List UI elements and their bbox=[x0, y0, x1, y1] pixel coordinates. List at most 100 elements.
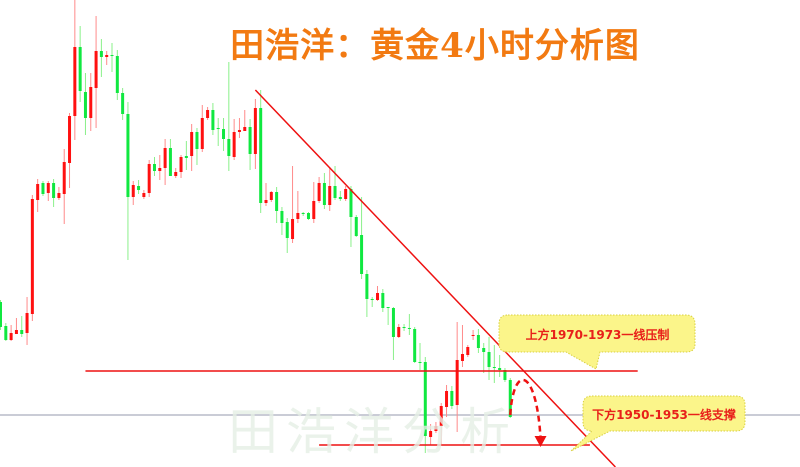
candle-down bbox=[195, 132, 199, 149]
candle-up bbox=[68, 116, 72, 163]
candle-up bbox=[57, 193, 61, 198]
candle-up bbox=[94, 51, 98, 88]
candle-down bbox=[423, 362, 427, 436]
candle-up bbox=[296, 213, 300, 219]
candle-down bbox=[381, 293, 385, 308]
chart-title: 田浩洋：黄金4小时分析图 bbox=[230, 26, 640, 66]
candle-down bbox=[402, 327, 406, 328]
resistance-annotation: 上方1970-1973一线压制 bbox=[525, 328, 670, 342]
candle-up bbox=[439, 406, 443, 426]
candle-down bbox=[492, 367, 496, 368]
candle-down bbox=[482, 348, 486, 352]
candle-up bbox=[105, 55, 109, 57]
candle-up bbox=[253, 108, 257, 154]
candle-down bbox=[498, 368, 502, 370]
candle-down bbox=[354, 217, 358, 236]
candle-down bbox=[333, 186, 337, 198]
candle-up bbox=[163, 148, 167, 168]
candle-down bbox=[126, 114, 130, 197]
candle-up bbox=[317, 183, 321, 201]
candle-up bbox=[397, 327, 401, 337]
candle-up bbox=[36, 184, 40, 200]
candle-up bbox=[174, 172, 178, 176]
candle-up bbox=[131, 185, 135, 197]
candle-down bbox=[370, 299, 374, 300]
candle-down bbox=[508, 380, 512, 417]
projection-arrow-icon bbox=[534, 436, 547, 447]
candle-down bbox=[211, 110, 215, 130]
candle-down bbox=[52, 183, 56, 198]
candle-down bbox=[301, 213, 305, 214]
candle-up bbox=[237, 130, 241, 132]
candle-up bbox=[62, 162, 66, 194]
support-annotation: 下方1950-1953一线支撑 bbox=[592, 408, 736, 422]
candle-up bbox=[460, 354, 464, 361]
candle-up bbox=[46, 183, 50, 193]
watermark: 田浩洋分析 bbox=[228, 403, 518, 461]
candle-down bbox=[248, 127, 252, 154]
candle-down bbox=[386, 307, 390, 308]
candle-down bbox=[41, 183, 45, 194]
candle-up bbox=[147, 164, 151, 193]
candle-up bbox=[445, 391, 449, 407]
projection-path bbox=[509, 378, 542, 439]
candle-down bbox=[259, 108, 263, 203]
support-callout bbox=[570, 395, 746, 452]
resistance-callout bbox=[498, 314, 696, 370]
candle-up bbox=[89, 87, 93, 118]
candle-down bbox=[216, 128, 220, 129]
candle-down bbox=[20, 330, 24, 334]
candle-down bbox=[227, 139, 231, 156]
candle-down bbox=[360, 235, 364, 274]
candle-up bbox=[312, 201, 316, 219]
candle-up bbox=[142, 193, 146, 197]
candle-up bbox=[434, 426, 438, 431]
candle-up bbox=[269, 192, 273, 200]
candle-down bbox=[222, 129, 226, 139]
candle-down bbox=[391, 308, 395, 337]
candle-down bbox=[137, 186, 141, 190]
candle-down bbox=[275, 192, 279, 211]
candle-down bbox=[78, 47, 82, 91]
candle-down bbox=[503, 370, 507, 380]
candle-down bbox=[83, 92, 87, 118]
candle-up bbox=[471, 335, 475, 336]
candle-up bbox=[73, 47, 77, 116]
candle-up bbox=[200, 118, 204, 149]
candle-down bbox=[418, 362, 422, 363]
candle-down bbox=[407, 328, 411, 329]
candle-up bbox=[9, 333, 13, 340]
candle-up bbox=[455, 360, 459, 405]
candle-down bbox=[450, 391, 454, 406]
candle-down bbox=[487, 352, 491, 367]
candle-up bbox=[291, 219, 295, 239]
candle-down bbox=[168, 148, 172, 176]
downtrend-line bbox=[254, 89, 616, 467]
candle-down bbox=[184, 156, 188, 158]
candle-down bbox=[349, 189, 353, 217]
candle-up bbox=[206, 110, 210, 118]
candle-up bbox=[429, 431, 433, 437]
candle-up bbox=[466, 347, 470, 355]
candle-up bbox=[190, 132, 194, 156]
candle-down bbox=[306, 213, 310, 219]
candle-down bbox=[115, 56, 119, 93]
candle-down bbox=[4, 326, 8, 340]
candle-up bbox=[232, 132, 236, 157]
candle-up bbox=[179, 157, 183, 172]
candle-down bbox=[152, 164, 156, 171]
candle-down bbox=[365, 274, 369, 299]
candle-down bbox=[338, 197, 342, 199]
candle-down bbox=[110, 55, 114, 56]
candle-up bbox=[243, 127, 247, 131]
candle-up bbox=[344, 189, 348, 199]
candle-down bbox=[99, 51, 103, 57]
candle-down bbox=[280, 211, 284, 223]
candle-up bbox=[158, 168, 162, 171]
candle-down bbox=[0, 302, 2, 327]
candle-down bbox=[476, 335, 480, 348]
candle-up bbox=[264, 200, 268, 203]
candle-down bbox=[413, 329, 417, 362]
candle-up bbox=[376, 293, 380, 300]
